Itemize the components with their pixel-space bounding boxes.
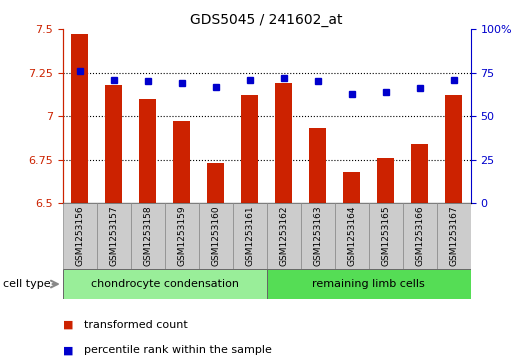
Bar bbox=[199, 203, 233, 269]
Bar bbox=[97, 203, 131, 269]
Bar bbox=[301, 203, 335, 269]
Bar bbox=[275, 83, 292, 203]
Text: GSM1253164: GSM1253164 bbox=[347, 206, 356, 266]
Bar bbox=[267, 269, 471, 299]
Text: remaining limb cells: remaining limb cells bbox=[312, 279, 425, 289]
Bar bbox=[131, 203, 165, 269]
Bar bbox=[165, 203, 199, 269]
Text: cell type: cell type bbox=[3, 279, 50, 289]
Text: GSM1253156: GSM1253156 bbox=[75, 205, 84, 266]
Text: chondrocyte condensation: chondrocyte condensation bbox=[91, 279, 238, 289]
Bar bbox=[105, 85, 122, 203]
Text: ■: ■ bbox=[63, 345, 73, 355]
Text: GSM1253161: GSM1253161 bbox=[245, 205, 254, 266]
Bar bbox=[63, 203, 97, 269]
Bar bbox=[63, 269, 267, 299]
Bar bbox=[173, 121, 190, 203]
Bar bbox=[309, 129, 326, 203]
Text: percentile rank within the sample: percentile rank within the sample bbox=[84, 345, 271, 355]
Bar bbox=[343, 172, 360, 203]
Bar bbox=[241, 95, 258, 203]
Text: transformed count: transformed count bbox=[84, 320, 187, 330]
Bar bbox=[335, 203, 369, 269]
Text: ■: ■ bbox=[63, 320, 73, 330]
Text: GSM1253159: GSM1253159 bbox=[177, 205, 186, 266]
Bar bbox=[369, 203, 403, 269]
Text: GSM1253166: GSM1253166 bbox=[415, 205, 424, 266]
Bar bbox=[233, 203, 267, 269]
Bar bbox=[377, 158, 394, 203]
Bar bbox=[411, 144, 428, 203]
Bar bbox=[267, 203, 301, 269]
Bar bbox=[139, 99, 156, 203]
Text: GSM1253157: GSM1253157 bbox=[109, 205, 118, 266]
Bar bbox=[207, 163, 224, 203]
Text: GSM1253162: GSM1253162 bbox=[279, 206, 288, 266]
Text: GSM1253160: GSM1253160 bbox=[211, 205, 220, 266]
Bar bbox=[437, 203, 471, 269]
Title: GDS5045 / 241602_at: GDS5045 / 241602_at bbox=[190, 13, 343, 26]
Text: GSM1253163: GSM1253163 bbox=[313, 205, 322, 266]
Text: GSM1253165: GSM1253165 bbox=[381, 205, 390, 266]
Text: GSM1253158: GSM1253158 bbox=[143, 205, 152, 266]
Text: GSM1253167: GSM1253167 bbox=[449, 205, 458, 266]
Bar bbox=[71, 34, 88, 203]
Bar bbox=[445, 95, 462, 203]
Bar bbox=[403, 203, 437, 269]
